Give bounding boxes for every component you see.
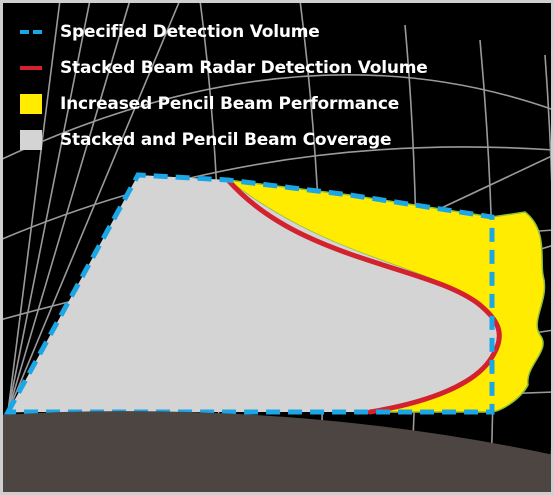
legend-label: Increased Pencil Beam Performance	[60, 94, 400, 114]
legend-item-coverage: Stacked and Pencil Beam Coverage	[20, 128, 428, 152]
legend-label: Stacked and Pencil Beam Coverage	[60, 130, 392, 150]
yellow-box-swatch	[20, 94, 42, 114]
ground	[0, 411, 554, 495]
grey-box-swatch	[20, 130, 42, 150]
legend-label: Stacked Beam Radar Detection Volume	[60, 58, 428, 78]
grid-range-arc	[0, 146, 554, 241]
legend-item-pencil: Increased Pencil Beam Performance	[20, 92, 428, 116]
grid-radial	[7, 0, 181, 413]
grid-range-arc	[0, 74, 554, 161]
solid-line-swatch	[20, 66, 42, 70]
grid-radial	[7, 0, 131, 413]
grid-radial	[7, 0, 91, 413]
legend-item-stacked: Stacked Beam Radar Detection Volume	[20, 56, 428, 80]
legend: Specified Detection Volume Stacked Beam …	[20, 20, 428, 164]
legend-item-specified: Specified Detection Volume	[20, 20, 428, 44]
coverage-region	[8, 175, 499, 412]
stacked-beam-boundary	[225, 177, 502, 415]
dashed-line-swatch	[20, 30, 42, 34]
grid-radial	[7, 0, 61, 413]
specified-volume-boundary	[3, 172, 495, 415]
legend-label: Specified Detection Volume	[60, 22, 320, 42]
